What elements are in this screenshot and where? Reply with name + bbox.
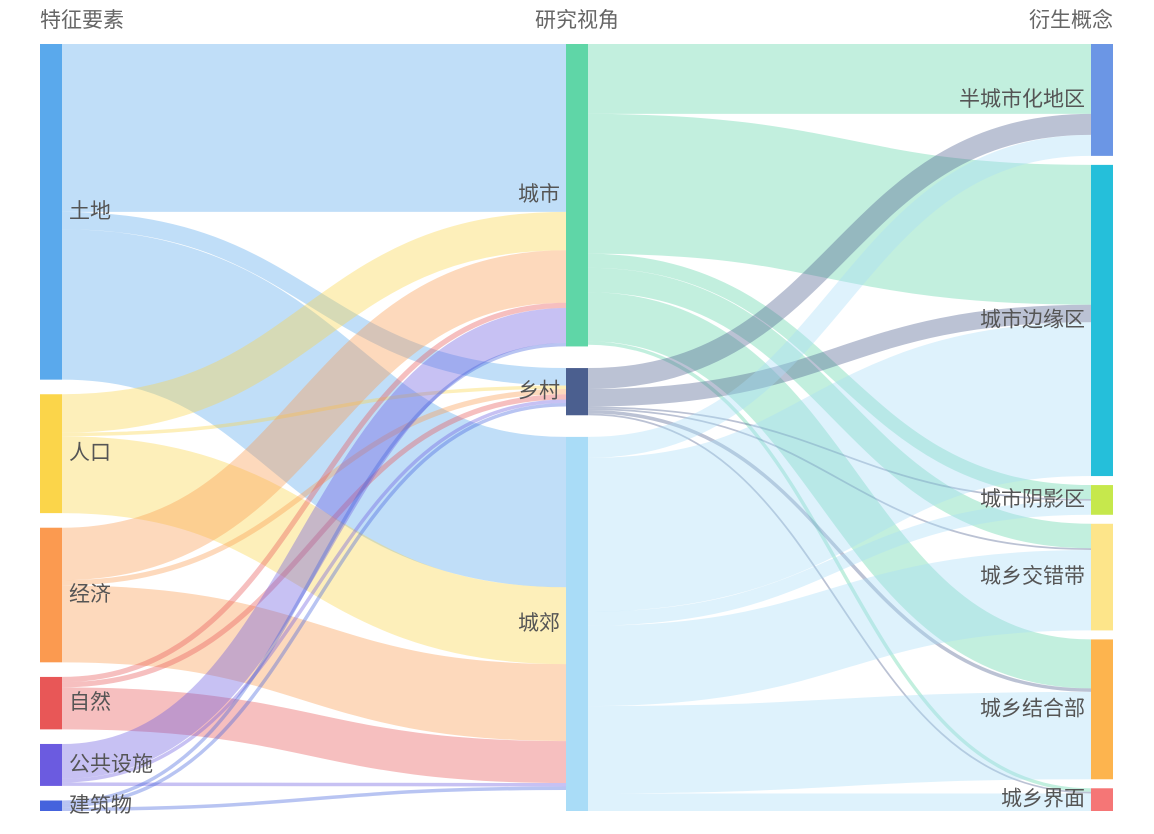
link-econ-rural — [61, 389, 567, 586]
node-label-rural: 乡村 — [518, 379, 560, 403]
sankey-links — [60, 43, 1092, 812]
link-city-ecotone — [587, 267, 1092, 549]
link-pub-suburb — [61, 782, 567, 787]
link-land-suburb — [60, 229, 568, 588]
link-suburb-semi — [587, 134, 1092, 458]
link-rural-shadow — [587, 406, 1092, 501]
column-title-0: 特征要素 — [40, 8, 124, 32]
link-econ-suburb — [61, 585, 567, 742]
column-title-2: 衍生概念 — [1029, 8, 1113, 32]
node-label-shadow: 城市阴影区 — [980, 487, 1085, 511]
link-nature-city — [61, 302, 567, 683]
node-label-pub: 公共设施 — [69, 752, 153, 776]
node-label-land: 土地 — [69, 199, 111, 223]
link-pop-rural — [61, 385, 567, 437]
link-rural-junction — [587, 410, 1092, 692]
link-city-junction — [587, 292, 1092, 689]
node-label-suburb: 城郊 — [518, 611, 560, 635]
column-title-1: 研究视角 — [535, 8, 619, 32]
link-bld-rural — [61, 403, 567, 808]
sankey-nodes — [40, 44, 1113, 811]
node-label-econ: 经济 — [69, 582, 111, 606]
node-shadow — [1091, 485, 1113, 515]
node-bld — [40, 800, 62, 811]
link-nature-rural — [61, 394, 567, 688]
node-label-bld: 建筑物 — [69, 793, 132, 817]
link-econ-city — [61, 250, 567, 581]
link-suburb-fringe — [587, 322, 1092, 612]
node-interface — [1091, 788, 1113, 811]
node-semi — [1091, 44, 1113, 156]
node-pop — [40, 394, 62, 514]
link-bld-suburb — [61, 786, 567, 812]
node-nature — [40, 676, 62, 730]
node-label-nature: 自然 — [69, 690, 111, 714]
link-pop-suburb — [61, 436, 567, 665]
link-city-fringe — [587, 113, 1092, 305]
link-suburb-ecotone — [587, 550, 1092, 707]
node-rural — [566, 368, 588, 416]
column-titles: 特征要素 研究视角 衍生概念 — [40, 8, 1113, 32]
link-city-shadow — [587, 253, 1092, 500]
link-nature-suburb — [61, 687, 567, 784]
node-label-ecotone: 城乡交错带 — [980, 564, 1085, 588]
node-city — [566, 44, 588, 347]
node-label-fringe: 城市边缘区 — [980, 307, 1085, 331]
node-label-junction: 城乡结合部 — [980, 696, 1085, 720]
node-econ — [40, 527, 62, 663]
node-pub — [40, 743, 62, 786]
link-rural-fringe — [587, 304, 1092, 407]
link-land-rural — [61, 211, 567, 386]
node-label-pop: 人口 — [69, 441, 111, 465]
node-label-semi: 半城市化地区 — [959, 87, 1085, 111]
link-rural-ecotone — [587, 408, 1092, 551]
link-suburb-shadow — [587, 500, 1092, 626]
node-ecotone — [1091, 523, 1113, 631]
node-land — [40, 44, 62, 380]
node-label-city: 城市 — [518, 182, 560, 206]
link-suburb-junction — [587, 691, 1092, 794]
link-pub-rural — [61, 399, 567, 783]
node-fringe — [1091, 164, 1113, 477]
node-label-interface: 城乡界面 — [1001, 787, 1085, 811]
node-suburb — [566, 436, 588, 811]
link-pub-city — [61, 307, 567, 779]
link-rural-semi — [587, 113, 1092, 390]
link-pop-city — [61, 211, 567, 433]
node-junction — [1091, 639, 1113, 780]
link-city-interface — [587, 341, 1092, 792]
link-bld-city — [61, 342, 567, 805]
link-rural-interface — [587, 413, 1092, 794]
